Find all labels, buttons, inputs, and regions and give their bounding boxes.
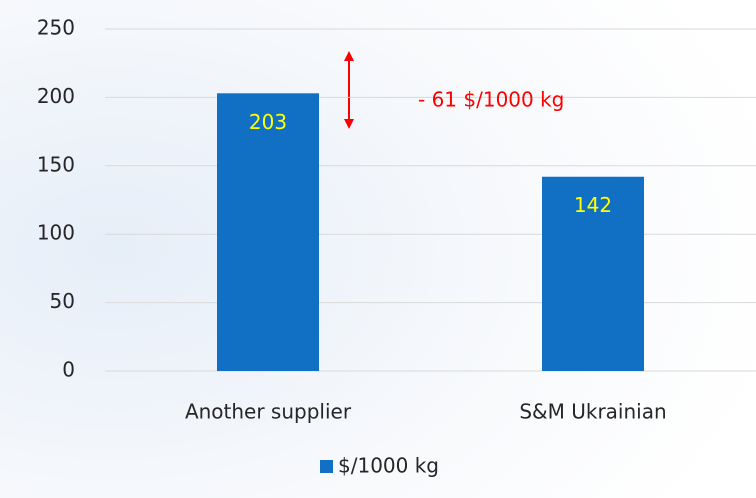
y-tick-label: 200	[37, 84, 75, 108]
y-tick-label: 250	[37, 16, 75, 40]
data-label: 203	[249, 110, 287, 134]
bar	[217, 93, 319, 372]
data-label: 142	[574, 193, 612, 217]
y-tick-label: 50	[50, 289, 75, 313]
y-tick-label: 100	[37, 221, 75, 245]
legend-swatch	[320, 460, 333, 473]
x-tick-label: Another supplier	[185, 400, 352, 424]
x-tick-label: S&M Ukrainian	[519, 400, 666, 424]
bar	[542, 176, 644, 371]
y-tick-label: 0	[62, 358, 75, 382]
y-tick-label: 150	[37, 152, 75, 176]
legend-label: $/1000 kg	[338, 454, 439, 478]
annotation: - 61 $/1000 kg	[418, 88, 564, 112]
